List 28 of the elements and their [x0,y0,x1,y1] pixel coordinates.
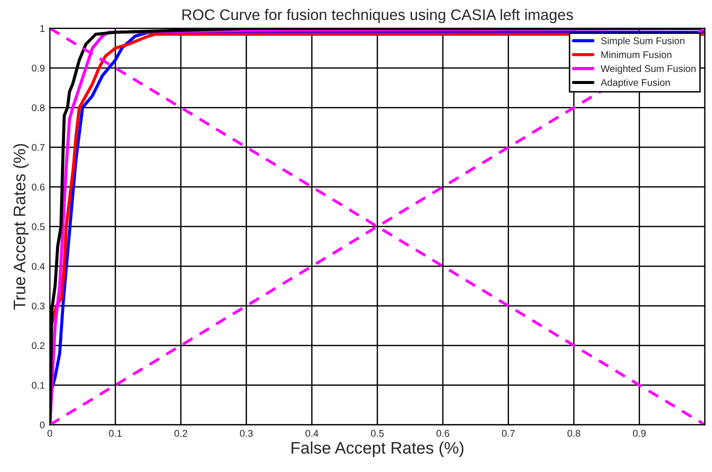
x-tick-label: 0.3 [240,430,253,437]
x-tick-label: 0.1 [108,430,122,437]
y-axis-title: True Accept Rates (%) [13,144,29,310]
legend-label: Weighted Sum Fusion [600,64,696,74]
x-tick-label: 0.9 [633,430,646,437]
x-tick-label: 0.6 [436,430,450,437]
y-tick-label: 0.6 [32,184,45,191]
y-tick-label: 0.1 [32,382,45,389]
x-tick-label: 0.4 [305,430,318,437]
x-tick-label: 0.2 [174,430,188,437]
x-tick-label: 0.8 [567,430,580,437]
x-tick-label: 0.7 [502,430,515,437]
y-tick-label: 0.7 [32,144,44,151]
y-tick-label: 0.8 [32,104,45,112]
y-tick-label: 1 [40,25,45,32]
y-tick-label: 0 [40,422,45,428]
legend-label: Minimum Fusion [601,50,672,58]
y-tick-label: 0.4 [32,262,45,270]
y-tick-label: 0.5 [32,223,45,230]
chart-title: ROC Curve for fusion techniques using CASIA left images [182,8,573,24]
x-axis-title: False Accept Rates (%) [292,442,464,458]
y-tick-label: 0.2 [32,342,44,350]
x-tick-label: 0.5 [370,430,384,437]
legend-label: Adaptive Fusion [600,78,670,88]
legend-label: Simple Sum Fusion [601,37,684,46]
y-tick-label: 0.9 [32,64,45,72]
x-tick-label: 0 [48,430,52,437]
y-tick-label: 0.3 [32,302,45,310]
